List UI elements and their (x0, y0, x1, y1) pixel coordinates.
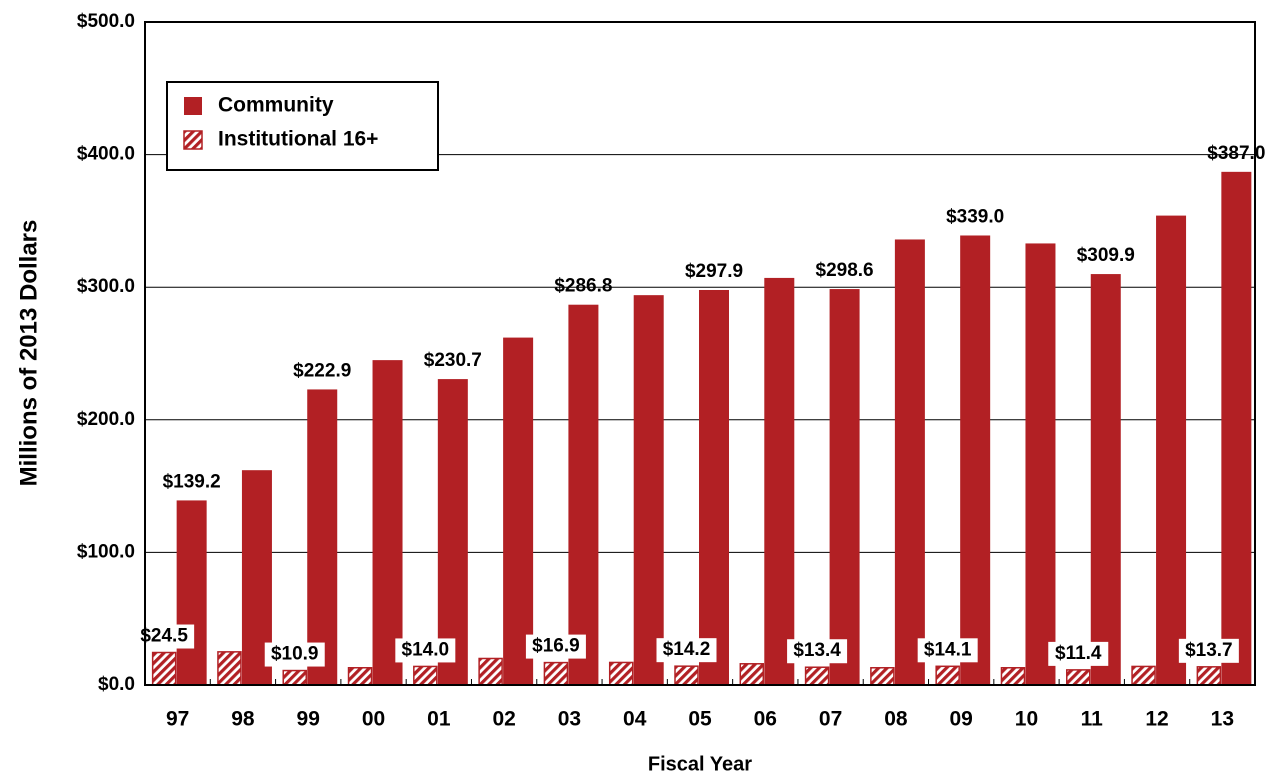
legend-label: Community (218, 94, 334, 117)
data-label: $139.2 (163, 471, 221, 492)
legend-swatch (184, 97, 202, 115)
label-bg (917, 638, 978, 663)
label-bg (656, 638, 717, 663)
x-tick-label: 06 (754, 708, 777, 731)
x-tick-label: 98 (231, 708, 255, 731)
label-bg (787, 639, 848, 664)
bar (282, 669, 307, 686)
bar (699, 289, 729, 685)
x-tick-label: 00 (362, 708, 385, 731)
bar (568, 304, 599, 685)
data-label: $309.9 (1077, 245, 1135, 266)
y-tick-label: $300.0 (77, 276, 135, 297)
bar (829, 289, 860, 685)
bar (151, 651, 177, 686)
bar (764, 277, 795, 685)
bar (217, 651, 242, 686)
bar (633, 295, 664, 685)
bar (437, 379, 468, 685)
x-tick-label: 07 (819, 708, 842, 731)
bar (347, 667, 373, 686)
bar (307, 389, 338, 685)
data-label: $387.0 (1207, 143, 1265, 164)
legend-box (166, 81, 439, 171)
x-tick-label: 08 (884, 708, 908, 731)
bar (1156, 215, 1187, 685)
data-label: $14.1 (924, 639, 972, 660)
bar (1025, 243, 1056, 685)
x-tick-label: 09 (949, 708, 972, 731)
x-tick-label: 11 (1081, 708, 1104, 731)
label-bg (395, 638, 456, 663)
bar (413, 665, 438, 686)
y-axis-title: Millions of 2013 Dollars (15, 220, 42, 487)
bar (543, 661, 569, 686)
x-tick-label: 01 (427, 708, 451, 731)
bar (739, 663, 765, 686)
plot-frame (144, 21, 1256, 686)
data-label: $230.7 (424, 350, 482, 371)
x-tick-label: 02 (492, 708, 515, 731)
x-tick-label: 99 (297, 708, 320, 731)
data-label: $13.7 (1185, 640, 1233, 661)
bar (1000, 667, 1026, 686)
data-label: $10.9 (271, 644, 319, 665)
bar (894, 239, 925, 686)
bar (608, 661, 634, 686)
bar (503, 337, 534, 685)
label-bg (1048, 641, 1109, 666)
bar (1221, 171, 1252, 685)
data-label: $13.4 (793, 640, 841, 661)
label-bg (525, 634, 586, 659)
data-label: $14.0 (402, 639, 450, 660)
y-tick-label: $0.0 (98, 674, 135, 695)
legend-swatch (183, 130, 203, 150)
bar (478, 657, 503, 686)
y-tick-label: $500.0 (77, 11, 135, 32)
data-label: $286.8 (554, 276, 612, 297)
bar (372, 360, 403, 685)
x-tick-label: 04 (623, 708, 647, 731)
x-tick-label: 10 (1015, 708, 1038, 731)
bar (1066, 669, 1091, 686)
bar (1090, 274, 1121, 685)
bar (674, 665, 699, 686)
bar (1131, 665, 1156, 686)
data-label: $16.9 (532, 636, 580, 657)
x-tick-label: 12 (1145, 708, 1168, 731)
x-tick-label: 05 (688, 708, 712, 731)
bar (870, 667, 895, 686)
data-label: $222.9 (293, 360, 351, 381)
y-tick-label: $100.0 (77, 541, 135, 562)
x-tick-label: 03 (558, 708, 581, 731)
data-label: $298.6 (816, 260, 874, 281)
data-label: $297.9 (685, 261, 743, 282)
x-tick-label: 13 (1211, 708, 1234, 731)
bar (1196, 666, 1222, 686)
bar (804, 666, 830, 686)
bar (176, 500, 207, 685)
legend-label: Institutional 16+ (218, 128, 378, 151)
label-bg (1178, 638, 1239, 663)
data-label: $11.4 (1055, 643, 1102, 664)
x-tick-label: 97 (166, 708, 189, 731)
data-label: $14.2 (663, 639, 711, 660)
y-tick-label: $400.0 (77, 144, 135, 165)
y-tick-label: $200.0 (77, 409, 135, 430)
label-bg (264, 642, 325, 667)
data-label: $24.5 (140, 626, 188, 647)
bar (935, 665, 960, 686)
data-label: $339.0 (946, 207, 1004, 228)
x-axis-title: Fiscal Year (648, 753, 752, 775)
bar (960, 235, 991, 685)
